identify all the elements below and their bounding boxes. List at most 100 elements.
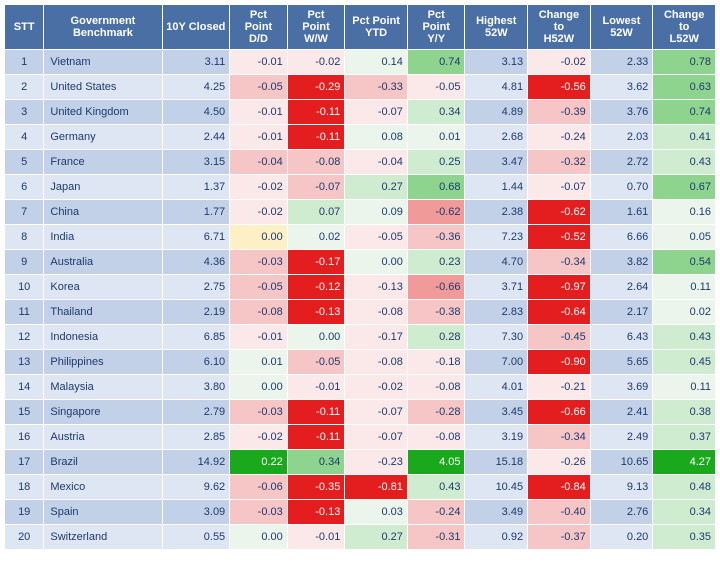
cell: 2.44	[162, 125, 230, 150]
cell: 2.41	[590, 400, 653, 425]
cell: -0.32	[528, 150, 591, 175]
cell: -0.02	[230, 200, 288, 225]
cell: 4.01	[465, 375, 528, 400]
cell: 0.28	[407, 325, 465, 350]
cell: -0.07	[345, 400, 408, 425]
cell: -0.07	[345, 100, 408, 125]
table-row: 8India6.710.000.02-0.05-0.367.23-0.526.6…	[5, 225, 716, 250]
cell: -0.40	[528, 500, 591, 525]
cell: 1.77	[162, 200, 230, 225]
cell: 0.43	[407, 475, 465, 500]
cell: -0.97	[528, 275, 591, 300]
cell: -0.62	[407, 200, 465, 225]
cell: -0.03	[230, 500, 288, 525]
cell: -0.03	[230, 250, 288, 275]
cell: 5	[5, 150, 44, 175]
col-header: PctPointD/D	[230, 5, 288, 50]
cell: 0.00	[230, 225, 288, 250]
cell: -0.02	[528, 50, 591, 75]
cell: 4.36	[162, 250, 230, 275]
cell: -0.56	[528, 75, 591, 100]
table-row: 12Indonesia6.85-0.010.00-0.170.287.30-0.…	[5, 325, 716, 350]
cell: -0.21	[528, 375, 591, 400]
table-row: 19Spain3.09-0.03-0.130.03-0.243.49-0.402…	[5, 500, 716, 525]
cell: 0.45	[653, 350, 716, 375]
cell: 3.82	[590, 250, 653, 275]
cell: -0.05	[230, 275, 288, 300]
cell: -0.29	[287, 75, 345, 100]
cell: 0.63	[653, 75, 716, 100]
cell: -0.05	[287, 350, 345, 375]
cell: 0.34	[407, 100, 465, 125]
cell: Japan	[44, 175, 162, 200]
cell: 0.27	[345, 525, 408, 550]
cell: -0.24	[528, 125, 591, 150]
col-header: ChangetoH52W	[528, 5, 591, 50]
table-row: 20Switzerland0.550.00-0.010.27-0.310.92-…	[5, 525, 716, 550]
col-header: PctPointW/W	[287, 5, 345, 50]
cell: 0.07	[287, 200, 345, 225]
cell: 0.02	[653, 300, 716, 325]
cell: 0.09	[345, 200, 408, 225]
cell: 2.79	[162, 400, 230, 425]
cell: 0.14	[345, 50, 408, 75]
cell: -0.02	[287, 50, 345, 75]
cell: 4.81	[465, 75, 528, 100]
cell: -0.11	[287, 425, 345, 450]
cell: Thailand	[44, 300, 162, 325]
bond-yield-table: STTGovernmentBenchmark10Y ClosedPctPoint…	[4, 4, 716, 550]
cell: 10.45	[465, 475, 528, 500]
cell: -0.38	[407, 300, 465, 325]
table-row: 16Austria2.85-0.02-0.11-0.07-0.083.19-0.…	[5, 425, 716, 450]
cell: 0.03	[345, 500, 408, 525]
cell: Philippines	[44, 350, 162, 375]
cell: 0.78	[653, 50, 716, 75]
cell: 3.15	[162, 150, 230, 175]
cell: 0.67	[653, 175, 716, 200]
cell: 0.00	[230, 375, 288, 400]
cell: -0.17	[345, 325, 408, 350]
cell: -0.52	[528, 225, 591, 250]
cell: 8	[5, 225, 44, 250]
cell: United Kingdom	[44, 100, 162, 125]
cell: 3.71	[465, 275, 528, 300]
cell: -0.33	[345, 75, 408, 100]
cell: 15	[5, 400, 44, 425]
cell: 2.76	[590, 500, 653, 525]
cell: 15.18	[465, 450, 528, 475]
cell: 7.00	[465, 350, 528, 375]
cell: France	[44, 150, 162, 175]
cell: 0.34	[653, 500, 716, 525]
cell: 6	[5, 175, 44, 200]
cell: 0.38	[653, 400, 716, 425]
cell: Australia	[44, 250, 162, 275]
cell: 0.01	[230, 350, 288, 375]
cell: -0.02	[345, 375, 408, 400]
cell: 20	[5, 525, 44, 550]
cell: 3.45	[465, 400, 528, 425]
cell: 3.49	[465, 500, 528, 525]
cell: 0.68	[407, 175, 465, 200]
cell: 0.25	[407, 150, 465, 175]
cell: -0.28	[407, 400, 465, 425]
table-row: 2United States4.25-0.05-0.29-0.33-0.054.…	[5, 75, 716, 100]
cell: 4	[5, 125, 44, 150]
cell: 3	[5, 100, 44, 125]
cell: -0.07	[287, 175, 345, 200]
cell: -0.45	[528, 325, 591, 350]
cell: 3.13	[465, 50, 528, 75]
cell: Malaysia	[44, 375, 162, 400]
cell: 14	[5, 375, 44, 400]
cell: -0.01	[287, 525, 345, 550]
cell: 0.05	[653, 225, 716, 250]
cell: 4.50	[162, 100, 230, 125]
cell: -0.06	[230, 475, 288, 500]
table-row: 6Japan1.37-0.02-0.070.270.681.44-0.070.7…	[5, 175, 716, 200]
cell: 0.11	[653, 275, 716, 300]
cell: 0.48	[653, 475, 716, 500]
cell: -0.66	[528, 400, 591, 425]
cell: 3.11	[162, 50, 230, 75]
cell: 0.00	[230, 525, 288, 550]
col-header: Pct PointYTD	[345, 5, 408, 50]
cell: -0.12	[287, 275, 345, 300]
